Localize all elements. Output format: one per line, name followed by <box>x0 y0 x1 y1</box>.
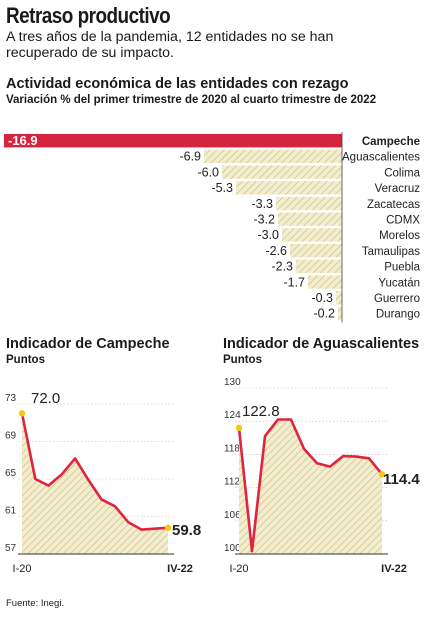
bar-value-label: -1.7 <box>283 275 305 289</box>
bar-value-label: -3.2 <box>253 213 275 227</box>
bar-chart-subtitle: Variación % del primer trimestre de 2020… <box>6 94 377 106</box>
y-tick-label: 106 <box>224 510 241 521</box>
bar-category-label: Puebla <box>384 262 420 274</box>
bar-value-label: -3.3 <box>251 197 273 211</box>
series-line <box>20 413 169 531</box>
last-value-label: 114.4 <box>383 471 420 488</box>
bar-category-label: Colima <box>384 167 420 179</box>
last-point-marker <box>164 524 172 531</box>
campeche-line-chart: 73 69 65 61 57 72.0 59.8 I-20 IV-22 <box>5 390 201 575</box>
bar-campeche <box>4 134 342 148</box>
y-tick-label: 118 <box>224 443 240 454</box>
bar-chart: -16.9 Campeche -6.9 Aguascalientes -6.0 Colim… <box>4 132 421 323</box>
bar-category-label: Campeche <box>362 136 420 148</box>
bar-zacatecas <box>276 196 342 211</box>
bar-yucatán <box>308 275 342 289</box>
bar-value-label: -6.0 <box>197 165 219 179</box>
first-point-marker <box>18 410 26 417</box>
bar-aguascalientes <box>204 149 342 164</box>
campeche-chart-unit: Puntos <box>6 354 45 366</box>
first-value-label: 122.8 <box>242 403 280 420</box>
first-value-label: 72.0 <box>31 390 60 407</box>
y-tick-label: 69 <box>5 431 17 442</box>
bar-value-label: -16.9 <box>8 133 38 148</box>
series-line <box>237 418 384 553</box>
bar-category-label: Yucatán <box>378 277 420 289</box>
y-tick-label: 73 <box>5 393 17 404</box>
area-fill <box>239 419 382 554</box>
bar-morelos <box>282 228 342 242</box>
y-tick-label: 61 <box>5 506 17 517</box>
x-tick-label: IV-22 <box>167 563 193 575</box>
bar-colima <box>222 165 342 179</box>
area-fill <box>22 413 168 554</box>
bar-category-label: Zacatecas <box>367 199 420 211</box>
aguascalientes-line-chart: 130 124 118 112 106 100 122.8 114.4 I-20 IV-22 <box>224 377 420 575</box>
y-tick-label: 100 <box>224 543 241 554</box>
bar-category-label: Tamaulipas <box>362 246 420 258</box>
bar-veracruz <box>236 181 342 195</box>
bar-category-label: CDMX <box>386 215 420 227</box>
page-title: Retraso productivo <box>6 3 171 28</box>
bar-category-label: Veracruz <box>375 183 421 195</box>
bar-value-label: -5.3 <box>211 181 233 195</box>
bar-value-label: -6.9 <box>179 150 201 164</box>
x-tick-label: I-20 <box>13 563 32 575</box>
bar-category-label: Aguascalientes <box>342 152 420 164</box>
page-subtitle: A tres años de la pandemia, 12 entidades… <box>6 29 334 61</box>
y-tick-label: 57 <box>5 543 17 554</box>
bar-guerrero <box>336 291 342 305</box>
last-value-label: 59.8 <box>172 522 201 539</box>
bar-category-label: Guerrero <box>374 293 420 305</box>
bar-value-label: -2.6 <box>265 244 287 258</box>
bar-value-label: -0.2 <box>313 307 335 321</box>
bar-chart-title: Actividad económica de las entidades con… <box>6 76 349 92</box>
last-point-marker <box>378 471 386 478</box>
bar-value-label: -3.0 <box>257 228 279 242</box>
bar-durango <box>338 306 342 321</box>
first-point-marker <box>235 424 243 432</box>
y-tick-label: 124 <box>224 410 241 421</box>
bar-cdmx <box>278 212 342 226</box>
bar-category-label: Morelos <box>379 230 420 242</box>
bar-value-label: -0.3 <box>311 291 333 305</box>
bar-tamaulipas <box>290 243 342 258</box>
bar-puebla <box>296 259 342 273</box>
bar-value-label: -2.3 <box>271 260 293 274</box>
y-tick-label: 130 <box>224 377 241 388</box>
aguascalientes-chart-unit: Puntos <box>223 354 262 366</box>
aguascalientes-chart-title: Indicador de Aguascalientes <box>223 336 420 352</box>
x-tick-label: IV-22 <box>381 563 407 575</box>
x-tick-label: I-20 <box>230 563 249 575</box>
y-tick-label: 65 <box>5 468 17 479</box>
bar-category-label: Durango <box>376 309 420 321</box>
y-tick-label: 112 <box>224 477 240 488</box>
campeche-chart-title: Indicador de Campeche <box>6 336 170 352</box>
source-note: Fuente: Inegi. <box>6 598 65 609</box>
